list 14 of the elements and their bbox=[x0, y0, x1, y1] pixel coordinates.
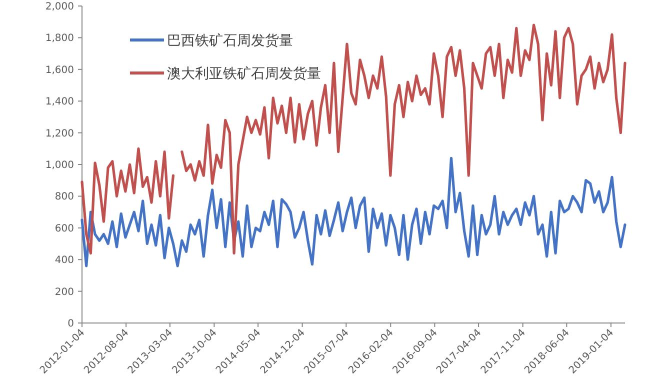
y-tick-label: 1,600 bbox=[45, 64, 74, 76]
y-tick-label: 400 bbox=[54, 255, 74, 266]
y-tick-label: 1,800 bbox=[45, 33, 74, 44]
y-tick-label: 0 bbox=[68, 318, 74, 330]
y-tick-label: 800 bbox=[54, 192, 74, 203]
y-tick-label: 1,400 bbox=[45, 96, 74, 108]
y-tick-label: 1,000 bbox=[45, 160, 74, 171]
y-tick-label: 200 bbox=[54, 286, 74, 298]
y-tick-label: 2,000 bbox=[45, 2, 74, 12]
legend-label: 澳大利亚铁矿石周发货量 bbox=[167, 66, 321, 82]
legend-label: 巴西铁矿石周发货量 bbox=[167, 33, 293, 49]
line-series bbox=[80, 156, 626, 268]
y-tick-label: 1,200 bbox=[45, 128, 74, 140]
y-tick-label: 600 bbox=[54, 223, 74, 234]
